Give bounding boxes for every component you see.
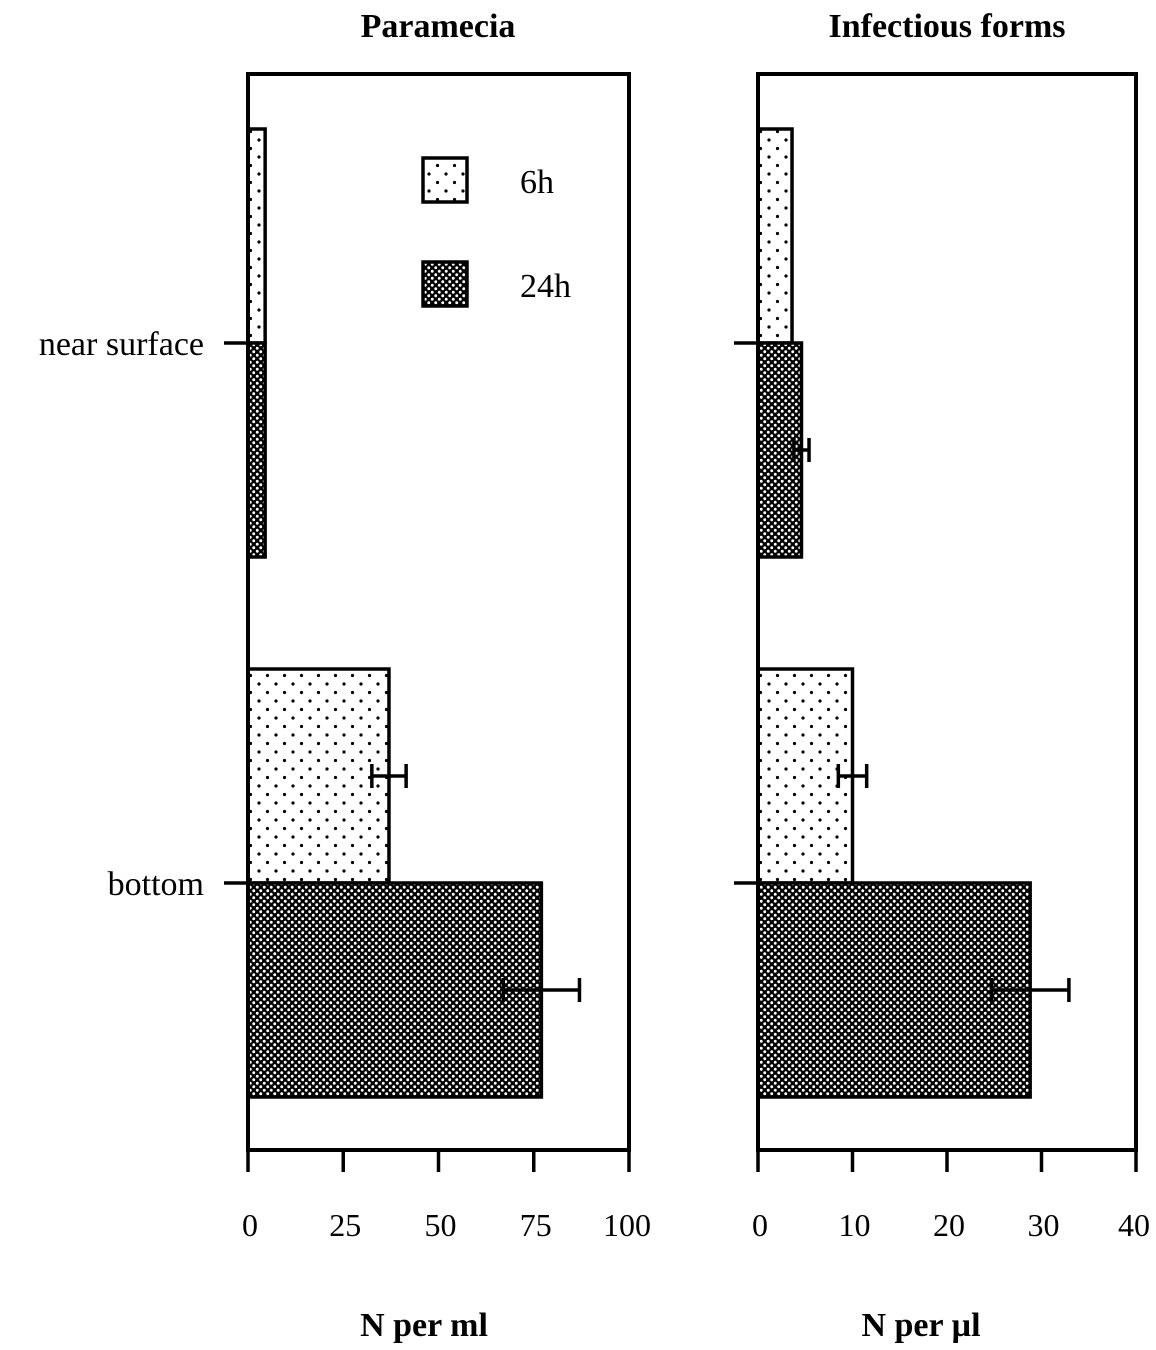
- legend-swatch-6h: [421, 156, 469, 204]
- bar-6h-bottom: [246, 667, 391, 885]
- legend-label-6h: 6h: [520, 164, 554, 201]
- panel-title: Infectious forms: [828, 8, 1065, 45]
- x-tick-label: 50: [425, 1207, 457, 1243]
- error-bar-6h-bottom: [370, 764, 408, 788]
- x-tick-label: 0: [752, 1207, 768, 1243]
- category-label: near surface: [39, 326, 204, 363]
- x-tick-label: 25: [329, 1207, 361, 1243]
- x-axis-label: N per µl: [861, 1307, 980, 1344]
- x-axis-label: N per ml: [360, 1307, 488, 1344]
- bar-24h-near-surface: [246, 341, 267, 559]
- bar-6h-near-surface: [246, 127, 267, 345]
- legend: 6h 24h: [421, 156, 571, 308]
- bar-24h-bottom: [246, 881, 544, 1099]
- legend-label-24h: 24h: [520, 268, 571, 305]
- x-tick-label: 10: [839, 1207, 871, 1243]
- x-tick-label: 75: [520, 1207, 552, 1243]
- error-bar-24h-bottom: [501, 978, 582, 1002]
- category-label: bottom: [108, 866, 204, 903]
- x-tick-label: 30: [1028, 1207, 1060, 1243]
- x-tick-label: 0: [242, 1207, 258, 1243]
- x-tick-label: 20: [933, 1207, 965, 1243]
- x-tick-label: 40: [1118, 1207, 1150, 1243]
- x-tick-label: 100: [603, 1207, 651, 1243]
- error-bar-24h-bottom: [989, 978, 1071, 1002]
- bar-24h-bottom: [756, 881, 1032, 1099]
- panel-0: Paramecia near surface bottom 0 25 50 75 100 N p…: [39, 8, 651, 1344]
- panel-title: Paramecia: [361, 8, 516, 45]
- legend-swatch-24h: [421, 260, 469, 308]
- error-bar-24h-near-surface: [792, 438, 811, 462]
- panel-1: Infectious forms 0 10 20 30 40 N per µl: [734, 8, 1150, 1344]
- error-bar-6h-bottom: [836, 764, 869, 788]
- bar-6h-near-surface: [756, 127, 794, 345]
